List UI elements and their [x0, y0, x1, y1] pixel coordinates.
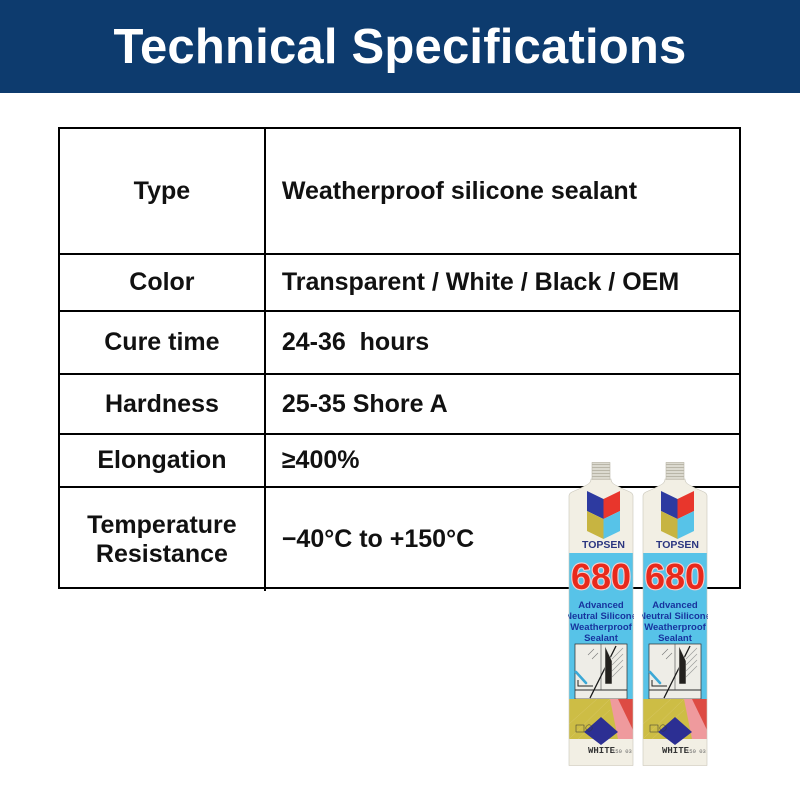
- svg-text:Weatherproof: Weatherproof: [644, 622, 706, 633]
- svg-text:Weatherproof: Weatherproof: [570, 622, 632, 633]
- svg-text:Sealant: Sealant: [658, 633, 693, 644]
- svg-text:Sealant: Sealant: [584, 633, 619, 644]
- svg-text:Advanced: Advanced: [578, 600, 624, 611]
- svg-text:680: 680: [571, 556, 631, 597]
- svg-text:150 03 01: 150 03 01: [612, 748, 634, 755]
- svg-text:150 03 01: 150 03 01: [686, 748, 708, 755]
- svg-text:680: 680: [645, 556, 705, 597]
- svg-text:TOPSEN: TOPSEN: [656, 539, 699, 551]
- svg-text:TOPSEN: TOPSEN: [582, 539, 625, 551]
- svg-text:Neutral Silicone: Neutral Silicone: [642, 611, 708, 622]
- svg-text:Advanced: Advanced: [652, 600, 698, 611]
- svg-text:Neutral Silicone: Neutral Silicone: [568, 611, 634, 622]
